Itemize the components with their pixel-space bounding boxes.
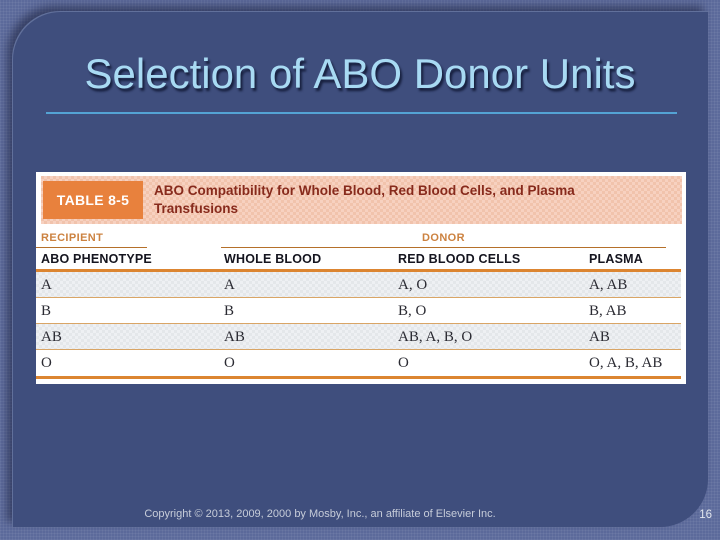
page-title: Selection of ABO Donor Units bbox=[84, 50, 636, 97]
column-header-abo-phenotype: ABO PHENOTYPE bbox=[41, 252, 152, 266]
table-cell: B bbox=[41, 303, 52, 319]
table-cell: AB, A, B, O bbox=[398, 329, 473, 345]
donor-group-header: DONOR bbox=[422, 232, 465, 244]
table-cell: B, AB bbox=[589, 303, 627, 319]
table-cell: O, A, B, AB bbox=[589, 355, 663, 371]
table-label-badge: TABLE 8-5 bbox=[43, 181, 143, 219]
table-row: AB AB AB, A, B, O AB bbox=[36, 324, 681, 350]
copyright-text: Copyright © 2013, 2009, 2000 by Mosby, I… bbox=[144, 508, 496, 520]
page-number: 16 bbox=[699, 509, 712, 521]
column-header-whole-blood: WHOLE BLOOD bbox=[224, 252, 322, 266]
column-header-plasma: PLASMA bbox=[589, 252, 643, 266]
table-cell: O bbox=[41, 355, 52, 371]
table-row: O O O O, A, B, AB bbox=[36, 350, 681, 376]
title-underline bbox=[46, 112, 677, 114]
table-cell: A, AB bbox=[589, 277, 628, 293]
table-cell: O bbox=[398, 355, 409, 371]
table-cell: O bbox=[224, 355, 235, 371]
table-caption: ABO Compatibility for Whole Blood, Red B… bbox=[154, 183, 575, 216]
recipient-underline bbox=[36, 247, 147, 248]
table-cell: AB bbox=[224, 329, 245, 345]
table-row: A A A, O A, AB bbox=[36, 272, 681, 298]
table-bottom-rule bbox=[36, 376, 681, 379]
table-cell: A bbox=[41, 277, 52, 293]
recipient-group-header: RECIPIENT bbox=[41, 232, 104, 244]
column-header-red-blood-cells: RED BLOOD CELLS bbox=[398, 252, 521, 266]
table-caption-band: TABLE 8-5 ABO Compatibility for Whole Bl… bbox=[41, 176, 682, 224]
donor-underline bbox=[221, 247, 666, 248]
table-cell: A, O bbox=[398, 277, 428, 293]
table-row: B B B, O B, AB bbox=[36, 298, 681, 324]
header-rule bbox=[36, 269, 681, 272]
table-cell: A bbox=[224, 277, 235, 293]
table-cell: B, O bbox=[398, 303, 427, 319]
table-cell: AB bbox=[589, 329, 610, 345]
table-cell: B bbox=[224, 303, 235, 319]
table-cell: AB bbox=[41, 329, 62, 345]
table-8-5: TABLE 8-5 ABO Compatibility for Whole Bl… bbox=[36, 172, 686, 384]
